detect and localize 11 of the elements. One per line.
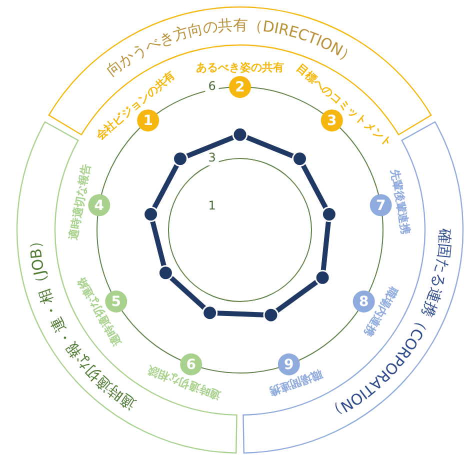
spoke-label: 先輩後輩連携 — [388, 167, 412, 236]
text: 9 — [284, 357, 294, 374]
text: 5 — [111, 294, 122, 310]
text: 7 — [376, 198, 386, 214]
text: 2 — [235, 80, 245, 96]
text: 4 — [94, 198, 104, 214]
spoke-label: あるべき姿の共有 — [196, 60, 284, 74]
text: 1 — [143, 113, 153, 130]
text: 8 — [358, 294, 369, 310]
text: 3 — [327, 113, 337, 130]
spoke-label: 適時適切な報告 — [66, 162, 93, 242]
